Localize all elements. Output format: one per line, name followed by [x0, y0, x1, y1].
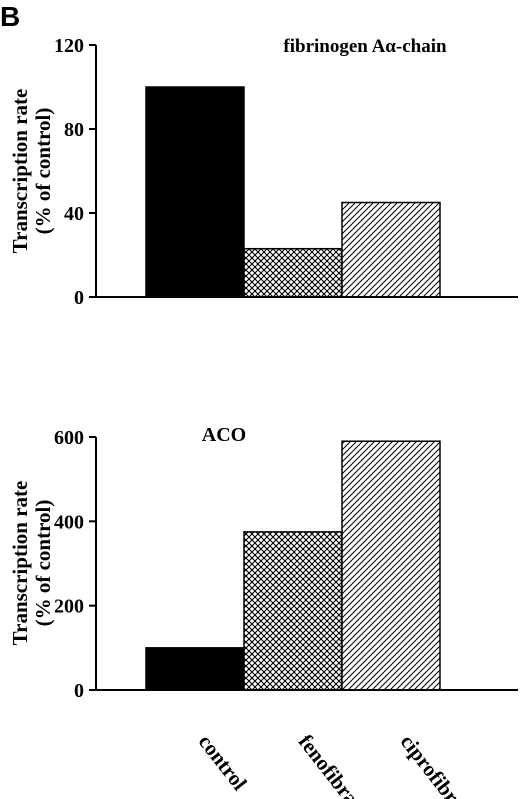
y-tick-label: 600	[54, 427, 84, 449]
y-tick-label: 0	[74, 680, 84, 702]
y-axis-label-line1: Transcription rate	[8, 89, 32, 254]
panel-label: B	[0, 1, 20, 32]
x-tick-label-fenofibrate: fenofibrate	[294, 730, 374, 799]
y-axis-label-line2: (% of control)	[31, 500, 55, 627]
chart-title: ACO	[202, 424, 246, 446]
bar-control	[145, 86, 245, 298]
x-tick-label-control: control	[194, 730, 252, 795]
y-tick-label: 80	[64, 119, 84, 141]
y-tick-label: 400	[54, 511, 84, 533]
x-category-labels: control fenofibrate ciprofibrate	[194, 730, 481, 799]
y-axis-label-line1: Transcription rate	[8, 481, 32, 646]
chart-title: fibrinogen Aα-chain	[283, 36, 447, 57]
y-tick-label: 200	[54, 596, 84, 618]
chart-fibrinogen: 0 40 80 120 Transcription rate (% of control)…	[8, 35, 518, 309]
bar-ciprofibrate	[341, 201, 441, 298]
bar-fenofibrate	[243, 247, 343, 298]
x-tick-label-ciprofibrate: ciprofibrate	[396, 730, 481, 799]
y-tick-label: 0	[74, 287, 84, 309]
chart-aco: 0 200 400 600 Transcription rate (% of contro…	[8, 424, 518, 702]
y-tick-label: 40	[64, 203, 84, 225]
y-axis-label-line2: (% of control)	[31, 108, 55, 235]
bar-control	[145, 647, 245, 691]
bar-ciprofibrate	[341, 440, 441, 691]
bar-fenofibrate	[243, 531, 343, 691]
y-tick-label: 120	[54, 35, 84, 57]
